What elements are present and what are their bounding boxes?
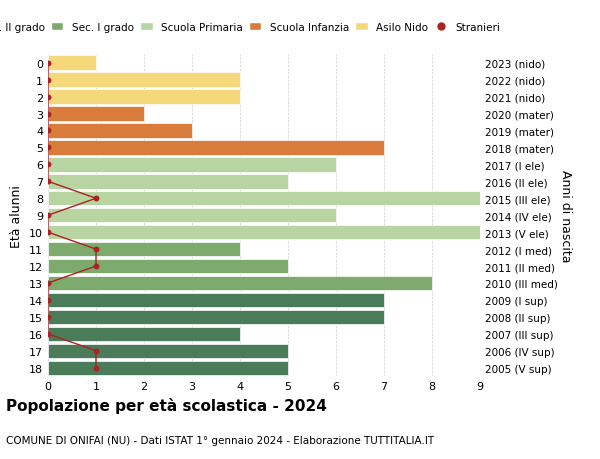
Y-axis label: Anni di nascita: Anni di nascita: [559, 169, 572, 262]
Point: [91, 347, 101, 355]
Point: [43, 313, 53, 321]
Bar: [48, 276, 432, 291]
Bar: [48, 73, 240, 88]
Bar: [48, 124, 192, 138]
Bar: [48, 90, 240, 105]
Bar: [48, 56, 96, 71]
Point: [43, 77, 53, 84]
Point: [43, 330, 53, 338]
Bar: [48, 158, 336, 172]
Text: Popolazione per età scolastica - 2024: Popolazione per età scolastica - 2024: [6, 397, 327, 413]
Bar: [48, 259, 288, 274]
Point: [91, 246, 101, 253]
Point: [43, 229, 53, 236]
Point: [43, 94, 53, 101]
Bar: [48, 344, 288, 358]
Bar: [48, 141, 384, 155]
Point: [43, 280, 53, 287]
Point: [43, 60, 53, 67]
Point: [91, 195, 101, 202]
Point: [43, 161, 53, 168]
Bar: [48, 242, 240, 257]
Bar: [48, 327, 240, 341]
Point: [43, 145, 53, 152]
Bar: [48, 175, 288, 189]
Bar: [48, 310, 384, 325]
Bar: [48, 208, 336, 223]
Bar: [48, 361, 288, 375]
Text: COMUNE DI ONIFAI (NU) - Dati ISTAT 1° gennaio 2024 - Elaborazione TUTTITALIA.IT: COMUNE DI ONIFAI (NU) - Dati ISTAT 1° ge…: [6, 435, 434, 445]
Point: [43, 212, 53, 219]
Point: [43, 297, 53, 304]
Bar: [48, 293, 384, 308]
Bar: [48, 192, 480, 206]
Point: [43, 178, 53, 185]
Bar: [48, 225, 480, 240]
Point: [43, 128, 53, 135]
Point: [91, 263, 101, 270]
Bar: [48, 107, 144, 122]
Point: [91, 364, 101, 372]
Legend: Sec. II grado, Sec. I grado, Scuola Primaria, Scuola Infanzia, Asilo Nido, Stran: Sec. II grado, Sec. I grado, Scuola Prim…: [0, 18, 504, 37]
Point: [43, 111, 53, 118]
Y-axis label: Età alunni: Età alunni: [10, 185, 23, 247]
